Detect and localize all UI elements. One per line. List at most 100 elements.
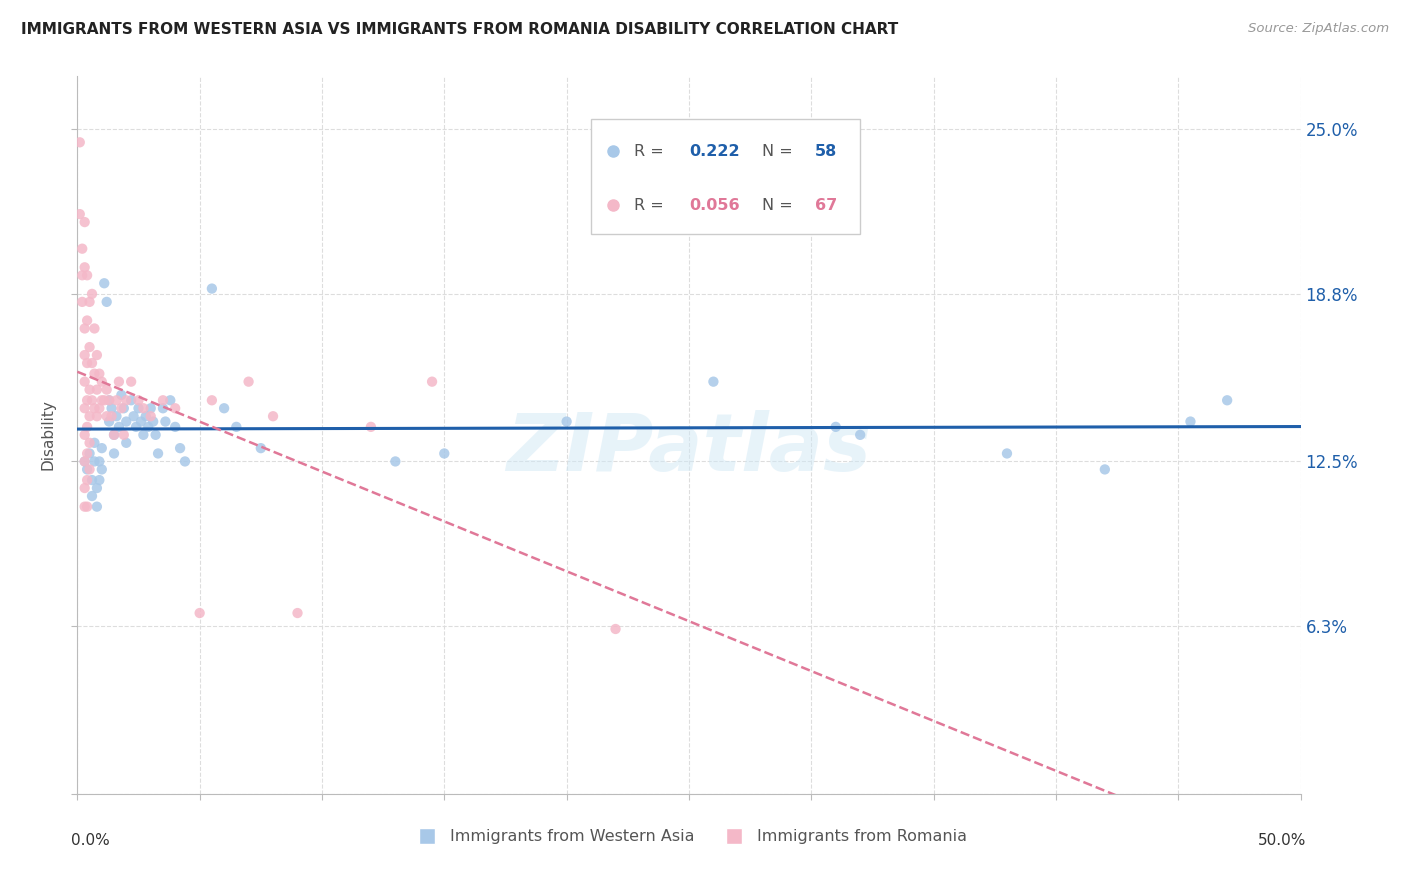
Point (76, 500, 98, 514)
Point (86, 481, 108, 495)
Text: IMMIGRANTS FROM WESTERN ASIA VS IMMIGRANTS FROM ROMANIA DISABILITY CORRELATION C: IMMIGRANTS FROM WESTERN ASIA VS IMMIGRAN… (21, 22, 898, 37)
Point (159, 393, 181, 408)
Point (105, 393, 128, 408)
Point (93, 393, 115, 408)
Point (73, 260, 96, 275)
Point (79, 409, 101, 424)
Point (90, 462, 112, 476)
Point (132, 401, 155, 416)
Point (100, 409, 122, 424)
Point (262, 409, 284, 424)
Text: 58: 58 (815, 144, 837, 159)
Text: R =: R = (634, 144, 669, 159)
Text: 50.0%: 50.0% (1258, 833, 1306, 848)
Text: 0.222: 0.222 (689, 144, 740, 159)
Point (70, 268, 93, 283)
Point (122, 409, 145, 424)
Point (79, 340, 101, 354)
Y-axis label: Disability: Disability (41, 400, 56, 470)
Text: R =: R = (634, 197, 669, 212)
Point (1180, 415, 1202, 429)
Point (146, 446, 169, 460)
Point (112, 428, 135, 442)
Point (73, 454, 96, 468)
Point (824, 420, 846, 434)
Point (201, 393, 224, 408)
Point (169, 441, 191, 455)
Text: 67: 67 (815, 197, 837, 212)
Point (90, 393, 112, 408)
Point (80, 393, 103, 408)
Point (849, 428, 872, 442)
Point (225, 420, 247, 434)
Point (70, 242, 93, 256)
Point (79, 435, 101, 450)
Point (83, 321, 105, 335)
Point (73, 428, 96, 442)
Text: N =: N = (762, 144, 799, 159)
Point (142, 415, 165, 429)
Point (73, 348, 96, 362)
Point (110, 388, 132, 402)
Point (93, 277, 115, 291)
Point (165, 420, 187, 434)
Point (115, 393, 138, 408)
Point (250, 441, 273, 455)
Point (201, 282, 224, 296)
Point (125, 420, 148, 434)
Point (73, 215, 96, 229)
Point (83, 401, 105, 416)
Point (1216, 393, 1239, 408)
Point (76, 268, 98, 283)
Point (145, 428, 167, 442)
Point (73, 401, 96, 416)
Point (139, 401, 162, 416)
Point (420, 375, 443, 389)
Point (155, 415, 177, 429)
Point (152, 401, 174, 416)
Point (360, 420, 382, 434)
Point (83, 367, 105, 381)
Point (79, 446, 101, 460)
Point (83, 454, 105, 468)
Point (76, 446, 98, 460)
Point (79, 462, 101, 476)
Point (108, 375, 131, 389)
Point (89, 401, 111, 416)
Point (103, 428, 125, 442)
Point (86, 383, 108, 397)
Point (100, 401, 122, 416)
Point (555, 415, 578, 429)
Point (89, 454, 111, 468)
Text: Source: ZipAtlas.com: Source: ZipAtlas.com (1249, 22, 1389, 36)
Point (69, 136, 91, 150)
Point (136, 420, 159, 434)
Point (702, 375, 724, 389)
Point (80, 286, 103, 301)
Point (115, 415, 138, 429)
Point (79, 294, 101, 309)
Point (105, 409, 128, 424)
Legend: Immigrants from Western Asia, Immigrants from Romania: Immigrants from Western Asia, Immigrants… (405, 822, 973, 850)
Point (103, 446, 125, 460)
Point (120, 393, 142, 408)
Point (110, 401, 132, 416)
Point (129, 415, 152, 429)
Point (76, 313, 98, 327)
Point (127, 393, 149, 408)
Text: N =: N = (762, 197, 799, 212)
Point (96, 294, 118, 309)
Point (73, 321, 96, 335)
Point (69, 207, 91, 221)
Point (80, 473, 103, 487)
Point (112, 401, 135, 416)
Point (90, 375, 112, 389)
Point (135, 409, 157, 424)
Point (605, 622, 627, 636)
Point (76, 473, 98, 487)
Point (83, 435, 105, 450)
FancyBboxPatch shape (591, 119, 860, 234)
Point (96, 409, 118, 424)
Point (384, 454, 406, 468)
Point (152, 393, 174, 408)
